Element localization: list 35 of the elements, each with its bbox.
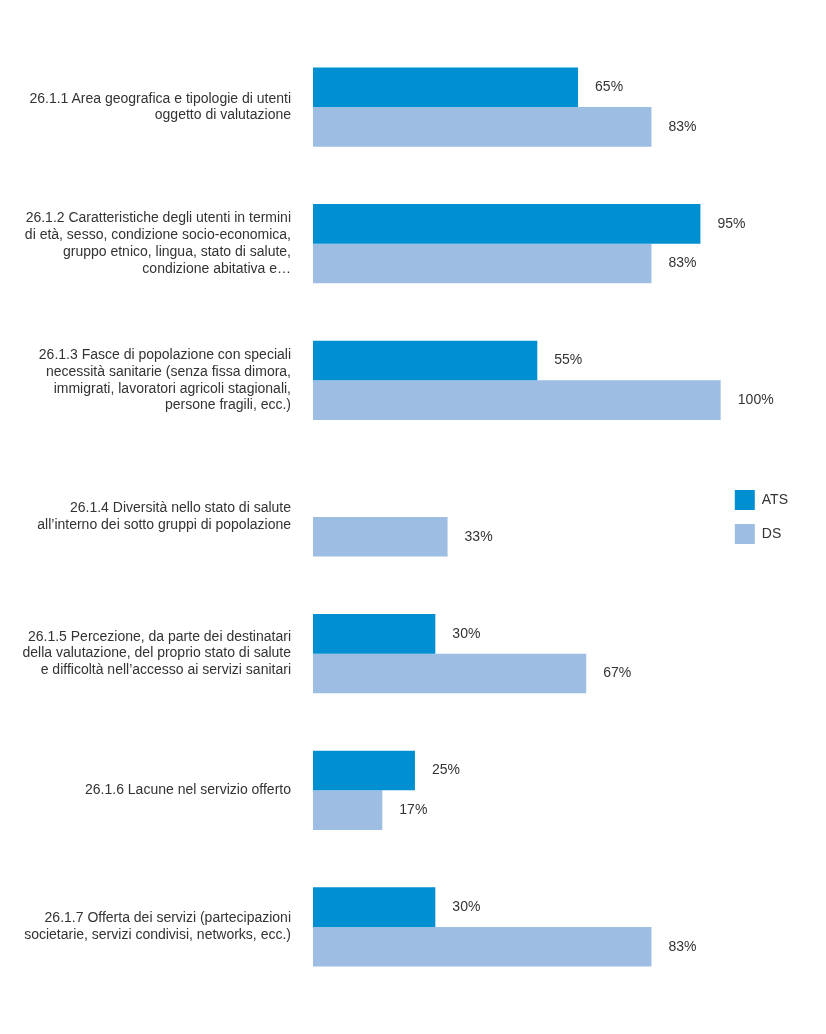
bar: [313, 790, 383, 830]
legend-label: DS: [761, 524, 782, 541]
bar: [313, 750, 415, 791]
bar: [313, 340, 538, 381]
data-label: 83%: [668, 254, 697, 271]
data-label: 83%: [668, 937, 697, 954]
bar: [313, 204, 701, 244]
y-tick-label: 26.1.7 Offerta dei servizi (partecipazioni societarie, servizi condivisi, networks, ecc.): [24, 909, 291, 943]
y-tick-label: 26.1.5 Percezione, da parte dei destinatari della valutazione, del proprio stato di salute e difficoltà nell’accesso ai servizi sanitari: [22, 627, 292, 678]
data-label: 83%: [668, 117, 697, 134]
bar: [313, 887, 436, 927]
bar: [313, 926, 652, 967]
data-label: 67%: [603, 664, 632, 681]
bar: [313, 653, 587, 694]
bar: [313, 107, 652, 147]
data-label: 30%: [452, 897, 481, 914]
data-label: 25%: [431, 761, 460, 778]
bar: [313, 67, 579, 108]
bar: [313, 517, 448, 557]
y-tick-label: 26.1.1 Area geografica e tipologie di utenti oggetto di valutazione: [29, 89, 292, 123]
data-label: 65%: [595, 78, 624, 95]
y-tick-label: 26.1.6 Lacune nel servizio offerto: [85, 781, 292, 798]
legend-label: ATS: [761, 490, 789, 507]
y-tick-label: 26.1.4 Diversità nello stato di salute all’interno dei sotto gruppi di popolazione: [37, 499, 292, 533]
data-label: 30%: [452, 624, 481, 641]
data-label: 17%: [399, 800, 428, 817]
bar: [313, 614, 436, 654]
data-label: 55%: [554, 351, 583, 368]
bar: [313, 243, 652, 284]
data-label: 33%: [464, 527, 493, 544]
y-tick-label: 26.1.2 Caratteristiche degli utenti in termini di età, sesso, condizione socio-economica, gruppo etnico, lingua, stato di salute, condizione abitativa e…: [24, 209, 291, 276]
bar: [313, 380, 721, 420]
y-tick-label: 26.1.3 Fasce di popolazione con speciali necessità sanitarie (senza fissa dimora, immigrati, lavoratori agricoli stagionali, persone fragili, ecc.): [38, 346, 291, 413]
data-label: 100%: [737, 391, 774, 408]
data-label: 95%: [717, 214, 746, 231]
